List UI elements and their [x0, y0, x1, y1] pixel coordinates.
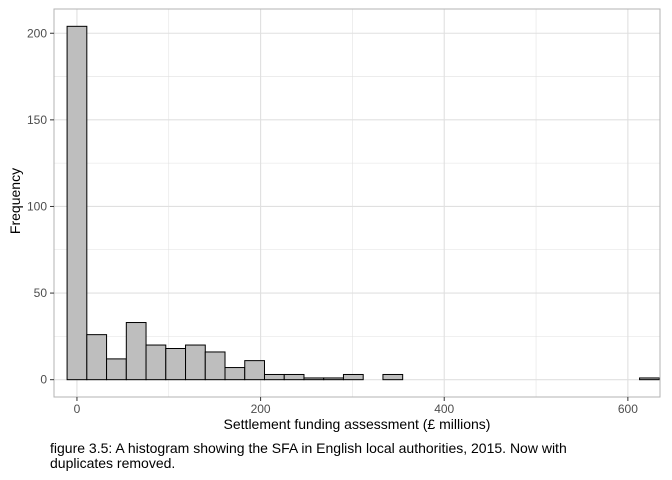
histogram-chart: 0 200 400 600 0 50 100 150 200 Settlement fundin…	[7, 8, 661, 432]
histogram-bar	[106, 358, 127, 381]
histogram-bar	[263, 373, 285, 381]
histogram-bar	[303, 377, 325, 381]
x-axis-title: Settlement funding assessment (£ million…	[224, 416, 491, 432]
histogram-bar	[165, 348, 187, 381]
x-tick-label: 200	[251, 402, 271, 416]
histogram-bar	[125, 322, 147, 381]
histogram-bar	[185, 344, 206, 381]
y-tick-label: 150	[27, 113, 47, 127]
histogram-bar	[382, 373, 404, 381]
histogram-bar	[204, 351, 226, 381]
x-tick-label: 600	[618, 402, 638, 416]
histogram-bar	[244, 360, 265, 381]
y-tick-label: 100	[27, 199, 47, 213]
y-tick-label: 50	[34, 286, 48, 300]
histogram-bar	[342, 373, 364, 381]
histogram-bar	[86, 334, 108, 381]
histogram-bar	[639, 377, 660, 381]
figure-caption: figure 3.5: A histogram showing the SFA …	[50, 440, 567, 471]
axis-ticks: 0 200 400 600 0 50 100 150 200	[27, 26, 638, 416]
histogram-bars	[66, 25, 660, 381]
histogram-bar	[224, 367, 246, 381]
histogram-bar	[283, 373, 305, 381]
x-tick-label: 400	[434, 402, 454, 416]
y-tick-label: 200	[27, 26, 47, 40]
panel-border	[53, 8, 661, 398]
histogram-bar	[66, 25, 88, 381]
histogram-bar	[323, 377, 344, 381]
histogram-bar	[145, 344, 167, 381]
y-axis-title: Frequency	[7, 168, 23, 234]
x-tick-label: 0	[74, 402, 81, 416]
y-tick-label: 0	[40, 373, 47, 387]
